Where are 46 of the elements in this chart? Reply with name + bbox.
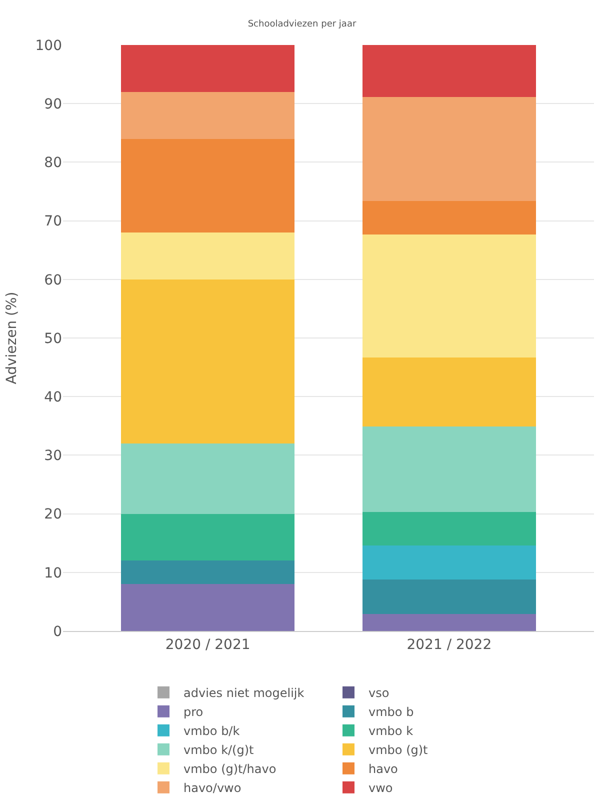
bar [120,232,295,280]
legend-label: vwo [368,781,393,796]
bar [362,234,536,358]
y-tick-label: 80 [44,155,62,172]
legend-label: pro [184,705,204,720]
bar [362,512,536,546]
legend-label: havo/vwo [184,781,242,796]
bar [362,545,536,580]
bar [362,200,536,234]
y-tick-label: 70 [44,214,62,230]
bar [120,443,295,514]
bar [120,584,295,631]
y-tick-label: 40 [44,390,62,406]
y-tick-label: 60 [44,272,62,288]
bar [362,614,536,631]
bar [362,579,536,614]
bar [362,97,536,201]
y-tick-label: 50 [44,330,62,347]
y-tick-label: 90 [44,96,62,112]
legend-label: advies niet mogelijk [184,686,304,700]
legend-label: vmbo k [368,724,414,738]
y-tick-label: 10 [44,565,62,582]
legend-label: vmbo b/k [184,724,240,738]
legend-label: vmbo b [368,705,414,720]
y-axis-title: Adviezen (%) [4,292,20,384]
legend-label: vmbo (g)t [368,743,428,758]
bar [362,45,536,98]
bar [362,426,536,512]
bar [120,514,295,561]
chart-title: Schooladviezen per jaar [248,20,356,30]
y-tick-label: 0 [53,624,62,640]
y-tick-label: 100 [35,38,62,54]
y-tick-label: 20 [44,506,62,523]
legend-label: vmbo k/(g)t [184,743,254,758]
legend-label: vmbo (g)t/havo [184,762,276,776]
bar [120,560,295,584]
bar [120,45,295,92]
bar [120,138,295,233]
y-tick-label: 30 [44,448,62,464]
legend-label: havo [368,762,398,776]
bar [120,279,295,444]
legend-label: vso [368,686,390,700]
x-tick-label: 2020 / 2021 [165,636,250,653]
bar [362,357,536,426]
bar [120,92,295,139]
x-tick-label: 2021 / 2022 [406,636,492,653]
